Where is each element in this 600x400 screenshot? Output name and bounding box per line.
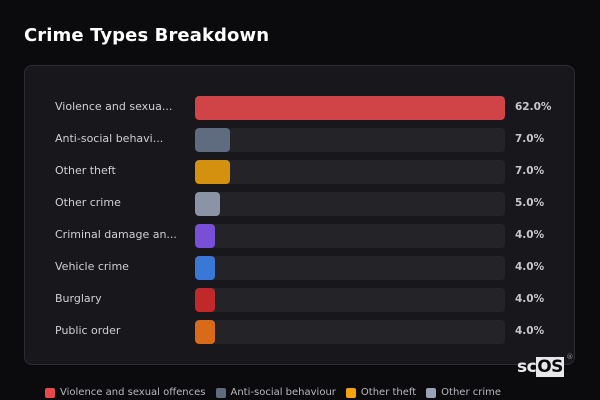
bar-row[interactable]: Anti-social behavi... 7.0%: [25, 128, 574, 152]
bar-row[interactable]: Vehicle crime 4.0%: [25, 256, 574, 280]
legend-item[interactable]: Violence and sexual offences: [45, 387, 206, 398]
bar-label: Public order: [55, 324, 121, 337]
bar-fill: [195, 256, 216, 280]
bar-track: [195, 160, 505, 184]
bar-track: [195, 96, 505, 120]
bar-label: Criminal damage an...: [55, 228, 177, 241]
bar-label: Burglary: [55, 292, 102, 305]
legend-swatch-icon: [215, 387, 226, 398]
bar-fill: [195, 128, 231, 152]
bar-row[interactable]: Burglary 4.0%: [25, 288, 574, 312]
bar-fill: [195, 320, 216, 344]
bar-track: [195, 256, 505, 280]
bar-fill: [195, 96, 505, 120]
bar-fill: [195, 160, 231, 184]
bar-fill: [195, 224, 216, 248]
legend-label: Other theft: [360, 387, 417, 398]
registered-mark-icon: ®: [566, 353, 573, 361]
legend-label: Other crime: [441, 387, 502, 398]
legend-label: Violence and sexual offences: [60, 387, 206, 398]
chart-panel: Violence and sexua... 62.0% Anti-social …: [24, 65, 575, 365]
bar-value: 4.0%: [515, 261, 545, 273]
legend-item[interactable]: Other crime: [426, 387, 501, 398]
bar-row[interactable]: Public order 4.0%: [25, 320, 574, 344]
bar-row[interactable]: Criminal damage an... 4.0%: [25, 224, 574, 248]
chart-legend: Violence and sexual offences Anti-social…: [45, 387, 501, 398]
legend-item[interactable]: Anti-social behaviour: [215, 387, 336, 398]
bar-label: Vehicle crime: [55, 260, 129, 273]
legend-swatch-icon: [426, 387, 437, 398]
bar-track: [195, 320, 505, 344]
bar-value: 7.0%: [515, 165, 545, 177]
bar-value: 62.0%: [515, 101, 552, 113]
bar-value: 4.0%: [515, 293, 545, 305]
bar-row[interactable]: Other crime 5.0%: [25, 192, 574, 216]
bar-value: 5.0%: [515, 197, 545, 209]
chart-title: Crime Types Breakdown: [24, 25, 270, 46]
logo-text-right: OS: [536, 357, 564, 377]
legend-swatch-icon: [45, 387, 55, 398]
bar-fill: [195, 288, 216, 312]
legend-label: Anti-social behaviour: [230, 387, 336, 398]
scos-logo: scOS ®: [517, 353, 573, 377]
bar-row[interactable]: Violence and sexua... 62.0%: [25, 96, 574, 120]
bar-row[interactable]: Other theft 7.0%: [25, 160, 574, 184]
bar-track: [195, 128, 505, 152]
bar-track: [195, 288, 505, 312]
bar-label: Anti-social behavi...: [55, 132, 164, 145]
logo-text-left: sc: [517, 357, 537, 377]
bar-fill: [195, 192, 221, 216]
bar-track: [195, 192, 505, 216]
bar-label: Other theft: [55, 164, 116, 177]
bar-label: Other crime: [55, 196, 121, 209]
bar-label: Violence and sexua...: [55, 100, 173, 113]
bar-value: 4.0%: [515, 325, 545, 337]
bar-value: 7.0%: [515, 133, 545, 145]
bar-track: [195, 224, 505, 248]
legend-item[interactable]: Other theft: [345, 387, 417, 398]
bar-value: 4.0%: [515, 229, 545, 241]
legend-swatch-icon: [345, 387, 356, 398]
